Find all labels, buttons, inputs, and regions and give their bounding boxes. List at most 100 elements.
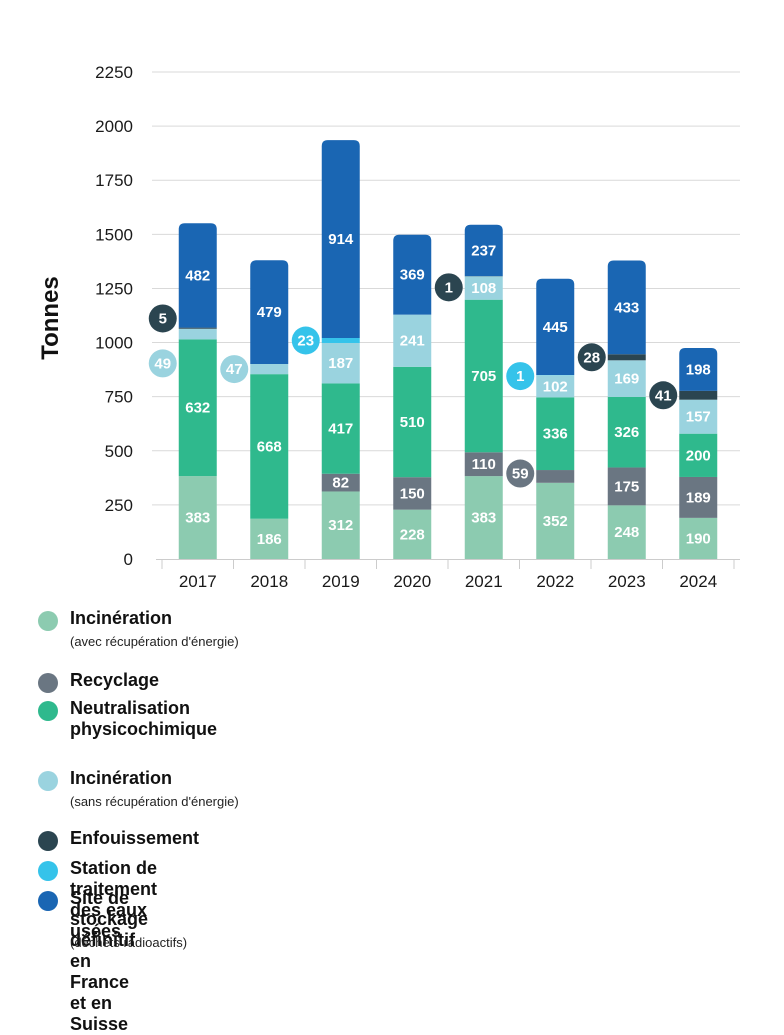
data-label: 82: [332, 475, 349, 492]
legend-swatch-icon: [38, 771, 58, 791]
bar-stack-2024: 190 189 200 157 198: [679, 348, 717, 559]
data-label: 336: [543, 426, 568, 443]
data-label: 383: [471, 510, 496, 527]
bar-segment: [322, 338, 360, 343]
bar-stack-2023: 248 175 326 169 433: [608, 261, 646, 559]
data-label: 187: [328, 355, 353, 372]
callout-badge: 1: [435, 273, 463, 301]
data-label: 510: [400, 414, 425, 431]
callout-badge: 1: [506, 362, 534, 390]
bar-segment: [608, 354, 646, 360]
data-label: 352: [543, 513, 568, 530]
data-label: 237: [471, 242, 496, 259]
bar-stack-2022: 352 336 102 445: [536, 279, 574, 559]
legend-sublabel: (déchets radioactifs): [70, 935, 187, 951]
callout-label: 59: [512, 466, 529, 483]
data-label: 914: [328, 231, 354, 248]
y-tick-label: 0: [124, 550, 133, 569]
data-label: 445: [543, 319, 568, 336]
legend-swatch-icon: [38, 861, 58, 881]
x-tick-label: 2020: [393, 572, 431, 591]
data-label: 433: [614, 299, 639, 316]
callout-badge: 47: [220, 355, 248, 383]
data-label: 189: [686, 489, 711, 506]
y-axis: 0 250 500 750 1000 1250 1500 1750 2000 2250: [95, 63, 133, 569]
legend-label: Site de stockage définitif en France et …: [70, 888, 148, 1035]
y-axis-title: Tonnes: [37, 276, 64, 360]
bars: 3836324821866684793128241718791422815051…: [179, 140, 718, 559]
data-label: 186: [257, 531, 282, 548]
y-tick-label: 750: [105, 388, 133, 407]
legend-sublabel: (sans récupération d'énergie): [70, 794, 239, 810]
data-label: 248: [614, 524, 639, 541]
y-tick-label: 1000: [95, 334, 133, 353]
legend-label: Enfouissement: [70, 828, 199, 849]
data-label: 383: [185, 510, 210, 527]
bar-segment: [250, 364, 288, 374]
y-tick-label: 2000: [95, 117, 133, 136]
data-label: 200: [686, 447, 711, 464]
data-label: 417: [328, 421, 353, 438]
bar-segment: [179, 329, 217, 340]
data-label: 312: [328, 517, 353, 534]
legend-label: Incinération: [70, 608, 172, 629]
callout-label: 5: [159, 310, 167, 327]
bar-segment: [536, 470, 574, 483]
legend-swatch-icon: [38, 611, 58, 631]
x-tick-label: 2017: [179, 572, 217, 591]
callout-label: 41: [655, 387, 672, 404]
callout-label: 47: [226, 361, 243, 378]
legend-swatch-icon: [38, 673, 58, 693]
y-tick-label: 1750: [95, 171, 133, 190]
data-label: 228: [400, 526, 425, 543]
data-label: 369: [400, 267, 425, 284]
data-label: 190: [686, 530, 711, 547]
bar-stack-2021: 383 110 705 108 237: [465, 225, 503, 559]
y-tick-label: 500: [105, 442, 133, 461]
legend-label: Neutralisation physicochimique: [70, 698, 217, 740]
data-label: 102: [543, 378, 568, 395]
x-tick-label: 2021: [465, 572, 503, 591]
callout-badge: 41: [649, 381, 677, 409]
callout-label: 1: [516, 368, 524, 385]
bar-stack-2017: 383 632 482: [179, 223, 217, 559]
data-label: 668: [257, 438, 282, 455]
callout-label: 49: [154, 355, 171, 372]
legend-swatch-icon: [38, 701, 58, 721]
y-tick-label: 1250: [95, 279, 133, 298]
data-label: 198: [686, 361, 711, 378]
y-tick-label: 250: [105, 496, 133, 515]
data-label: 632: [185, 400, 210, 417]
bar-stack-2018: 186 668 479: [250, 260, 288, 559]
data-label: 169: [614, 371, 639, 388]
x-tick-label: 2018: [250, 572, 288, 591]
legend-swatch-icon: [38, 831, 58, 851]
x-tick-label: 2024: [679, 572, 717, 591]
x-tick-label: 2022: [536, 572, 574, 591]
callout-label: 28: [583, 349, 600, 366]
y-tick-label: 1500: [95, 225, 133, 244]
data-label: 705: [471, 368, 496, 385]
data-label: 108: [471, 280, 496, 297]
legend-swatch-icon: [38, 891, 58, 911]
callout-badge: 49: [149, 349, 177, 377]
data-label: 110: [472, 456, 496, 473]
data-label: 175: [614, 478, 639, 495]
bar-stack-2019: 312 82 417 187 914: [322, 140, 360, 559]
callout-label: 23: [297, 332, 314, 349]
bar-segment: [179, 328, 217, 329]
callout-badge: 5: [149, 304, 177, 332]
y-tick-label: 2250: [95, 63, 133, 82]
data-label: 241: [400, 333, 425, 350]
legend-label: Incinération: [70, 768, 172, 789]
callout-badge: 23: [292, 326, 320, 354]
data-label: 157: [686, 409, 711, 426]
x-tick-label: 2019: [322, 572, 360, 591]
data-label: 326: [614, 424, 639, 441]
legend-label: Recyclage: [70, 670, 159, 691]
data-label: 479: [257, 304, 282, 321]
data-label: 482: [185, 267, 210, 284]
callout-badge: 28: [578, 343, 606, 371]
